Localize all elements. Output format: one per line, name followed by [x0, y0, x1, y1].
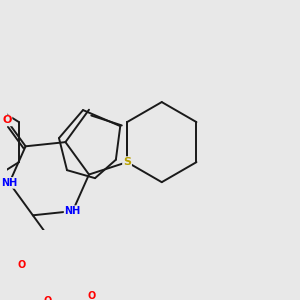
Text: O: O	[44, 296, 52, 300]
Text: S: S	[123, 157, 131, 167]
Text: O: O	[2, 116, 11, 125]
Text: NH: NH	[64, 206, 81, 216]
Text: O: O	[88, 291, 96, 300]
Text: NH: NH	[1, 178, 17, 188]
Text: O: O	[18, 260, 26, 270]
